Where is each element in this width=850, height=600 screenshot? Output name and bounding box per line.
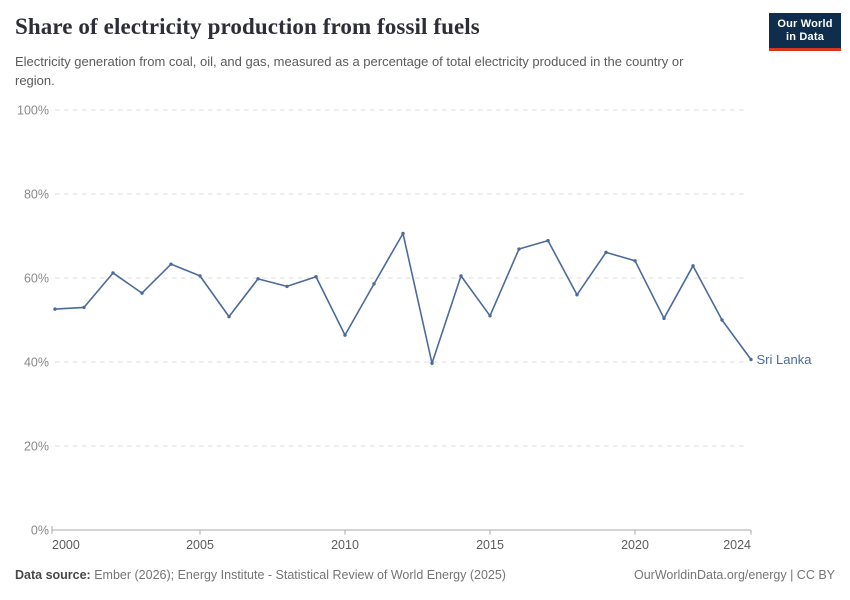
data-point-marker[interactable] [633, 259, 637, 263]
x-axis-tick-label: 2010 [331, 538, 359, 552]
data-point-marker[interactable] [401, 231, 405, 236]
x-axis-tick-label: 2020 [621, 538, 649, 552]
x-axis-tick-label: 2005 [186, 538, 214, 552]
trend-line-sri-lanka[interactable] [54, 232, 752, 365]
data-point-marker[interactable] [749, 357, 753, 362]
data-point-marker[interactable] [488, 314, 492, 318]
owid-logo-text-line1: Our World [777, 18, 833, 30]
data-point-marker[interactable] [517, 247, 521, 251]
y-axis-tick-label: 100% [17, 104, 49, 118]
data-point-marker[interactable] [314, 275, 318, 279]
data-point-marker[interactable] [691, 264, 695, 268]
data-source-label: Data source: [15, 568, 91, 582]
data-source-text: Data source: Ember (2026); Energy Instit… [15, 568, 506, 582]
data-point-marker[interactable] [575, 293, 579, 297]
series-end-label: Sri Lanka [757, 352, 813, 367]
x-axis-tick-label: 2024 [723, 538, 751, 552]
data-point-marker[interactable] [227, 314, 231, 319]
data-point-marker[interactable] [604, 250, 608, 255]
data-point-marker[interactable] [343, 333, 347, 337]
chart-title: Share of electricity production from fos… [15, 14, 480, 39]
owid-logo[interactable]: Our World in Data [769, 13, 841, 51]
data-point-marker[interactable] [662, 316, 666, 321]
data-point-marker[interactable] [720, 318, 724, 322]
data-point-marker[interactable] [459, 274, 463, 278]
data-point-marker[interactable] [53, 307, 57, 311]
data-source-value: Ember (2026); Energy Institute - Statist… [90, 568, 506, 582]
data-point-marker[interactable] [140, 291, 144, 295]
chart-footer: Data source: Ember (2026); Energy Instit… [15, 568, 835, 582]
y-axis-tick-label: 60% [24, 272, 49, 286]
data-point-marker[interactable] [430, 361, 434, 365]
chart-subtitle: Electricity generation from coal, oil, a… [15, 54, 684, 88]
x-axis-tick-label: 2015 [476, 538, 504, 552]
y-axis-tick-label: 80% [24, 188, 49, 202]
data-point-marker[interactable] [546, 238, 550, 243]
data-point-marker[interactable] [256, 277, 260, 281]
y-axis-tick-label: 20% [24, 440, 49, 454]
data-point-marker[interactable] [82, 305, 86, 310]
data-point-marker[interactable] [198, 274, 202, 278]
y-axis-tick-label: 40% [24, 356, 49, 370]
data-point-marker[interactable] [372, 282, 376, 286]
y-axis-tick-label: 0% [31, 524, 49, 538]
owid-logo-text-line2: in Data [785, 31, 825, 43]
x-axis-tick-label: 2000 [52, 538, 80, 552]
data-point-marker[interactable] [169, 262, 173, 266]
data-point-marker[interactable] [285, 284, 289, 289]
data-point-marker[interactable] [111, 271, 115, 275]
credit-link[interactable]: OurWorldinData.org/energy | CC BY [633, 568, 835, 582]
